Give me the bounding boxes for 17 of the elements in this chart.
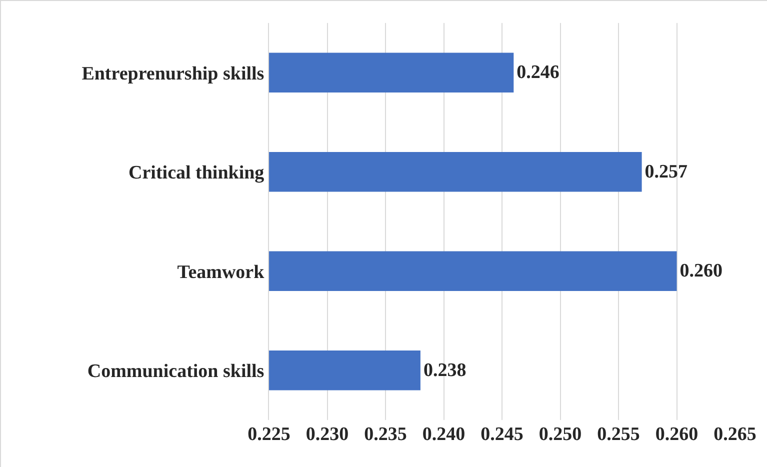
x-tick-label: 0.225 <box>248 424 290 445</box>
y-tick-label: Entreprenurship skills <box>82 63 264 84</box>
x-tick-label: 0.230 <box>306 424 349 445</box>
data-label: 0.238 <box>423 360 466 381</box>
data-label: 0.260 <box>680 260 722 282</box>
y-tick-label: Critical thinking <box>128 162 265 184</box>
x-tick-label: 0.245 <box>480 424 524 445</box>
x-tick-label: 0.240 <box>422 424 466 445</box>
x-tick-label: 0.250 <box>538 424 582 445</box>
y-tick-label: Communication skills <box>87 361 264 382</box>
data-label: 0.257 <box>644 161 688 182</box>
data-label: 0.246 <box>516 62 560 84</box>
x-tick-label: 0.265 <box>714 424 756 445</box>
x-tick-label: 0.235 <box>364 424 407 445</box>
y-tick-label: Teamwork <box>177 262 265 283</box>
x-tick-label: 0.255 <box>597 424 640 445</box>
x-tick-label: 0.260 <box>655 424 698 445</box>
